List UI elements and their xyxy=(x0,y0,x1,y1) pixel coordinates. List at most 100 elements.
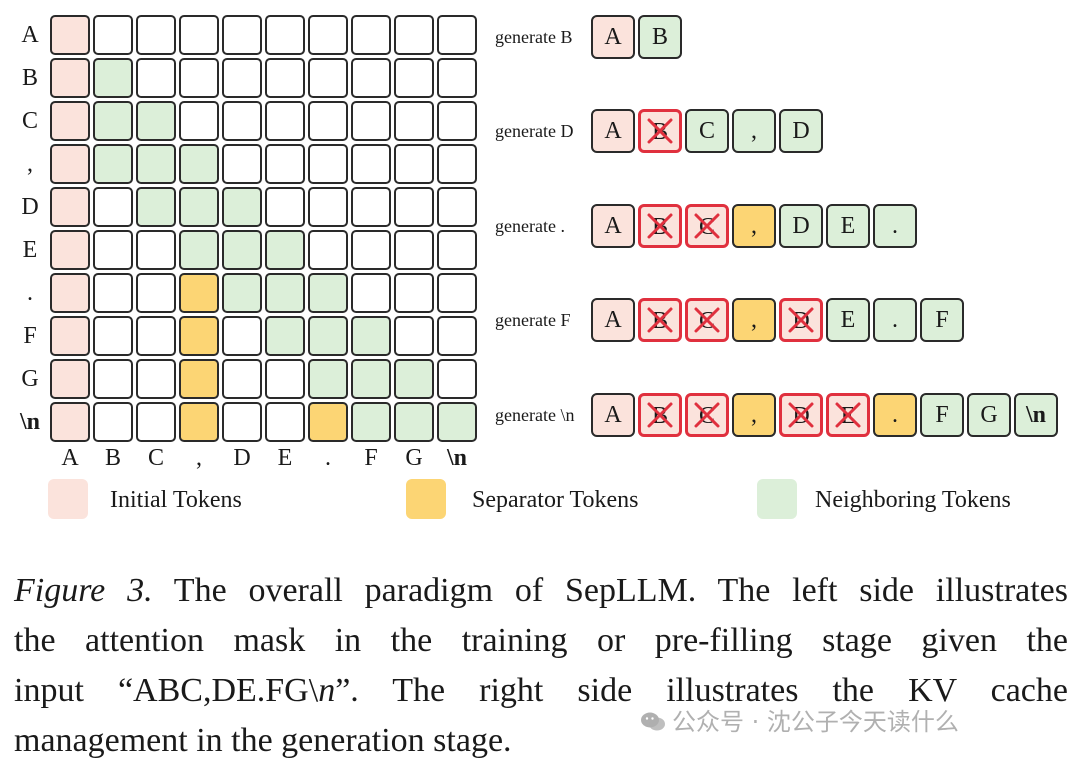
mask-cell xyxy=(437,402,477,442)
mask-cell xyxy=(265,359,305,399)
legend-label-1: Separator Tokens xyxy=(472,487,639,513)
mask-cell xyxy=(50,101,90,141)
row-label-7: F xyxy=(23,323,37,349)
mask-cell xyxy=(179,58,219,98)
generate-label-1: generate D xyxy=(495,121,574,141)
kv-token-text: F xyxy=(935,307,949,333)
kv-token-text: . xyxy=(892,307,898,333)
kv-token-text: F xyxy=(935,402,949,428)
caption-backslash: \ xyxy=(308,672,319,709)
kv-token-text: , xyxy=(751,213,757,239)
mask-cell xyxy=(136,273,176,313)
mask-cell xyxy=(179,316,219,356)
mask-cell xyxy=(265,402,305,442)
row-label-5: E xyxy=(22,237,38,263)
watermark: 公众号 · 沈公子今天读什么 xyxy=(640,702,959,737)
mask-cell xyxy=(437,230,477,270)
mask-cell xyxy=(265,144,305,184)
kv-token-text: A xyxy=(604,118,622,144)
mask-cell xyxy=(222,101,262,141)
mask-cell xyxy=(394,187,434,227)
row-label-0: A xyxy=(21,22,39,48)
legend-swatch-2 xyxy=(757,479,797,519)
mask-cell xyxy=(93,144,133,184)
figure-caption: Figure 3. The overall paradigm of SepLLM… xyxy=(14,566,1068,766)
legend-label-0: Initial Tokens xyxy=(110,487,242,513)
mask-cell xyxy=(136,101,176,141)
mask-cell xyxy=(394,58,434,98)
mask-cell xyxy=(179,230,219,270)
mask-cell xyxy=(394,316,434,356)
col-label-7: F xyxy=(364,445,378,471)
kv-token-neighbor: . xyxy=(873,204,917,248)
kv-token-neighbor: E xyxy=(826,298,870,342)
mask-cell xyxy=(136,230,176,270)
kv-token-text: E xyxy=(840,307,856,333)
mask-cell xyxy=(179,15,219,55)
kv-token-text: , xyxy=(751,118,757,144)
mask-cell xyxy=(265,316,305,356)
mask-cell xyxy=(93,58,133,98)
mask-cell xyxy=(351,144,391,184)
kv-token-neighbor: D xyxy=(779,204,823,248)
mask-cell xyxy=(179,101,219,141)
mask-cell xyxy=(50,187,90,227)
kv-token-text: A xyxy=(604,307,622,333)
row-label-3: , xyxy=(27,151,33,177)
kv-token-text: , xyxy=(751,402,757,428)
evicted-cross-icon xyxy=(694,402,720,428)
generate-label-0: generate B xyxy=(495,27,573,47)
kv-token-text: E xyxy=(840,213,856,239)
kv-token-neighbor: G xyxy=(967,393,1011,437)
mask-cell xyxy=(437,101,477,141)
kv-token-initial: A xyxy=(591,393,635,437)
caption-line-1: Figure 3. The overall paradigm of SepLLM… xyxy=(14,566,1068,616)
col-label-2: C xyxy=(147,445,164,471)
legend-label-2: Neighboring Tokens xyxy=(815,487,1011,513)
mask-cell xyxy=(50,58,90,98)
mask-cell xyxy=(93,359,133,399)
generate-label-3: generate F xyxy=(495,310,571,330)
col-label-0: A xyxy=(61,445,79,471)
mask-cell xyxy=(308,144,348,184)
kv-token-evicted: B xyxy=(638,298,682,342)
mask-cell xyxy=(394,101,434,141)
kv-token-separator: , xyxy=(732,204,776,248)
mask-cell xyxy=(265,273,305,313)
mask-cell xyxy=(136,15,176,55)
kv-token-separator: , xyxy=(732,298,776,342)
evicted-cross-icon xyxy=(694,307,720,333)
generate-label-4: generate \n xyxy=(495,405,575,425)
mask-cell xyxy=(179,273,219,313)
col-label-4: D xyxy=(233,445,251,471)
row-label-4: D xyxy=(21,194,39,220)
mask-cell xyxy=(93,230,133,270)
col-label-6: . xyxy=(325,445,331,471)
kv-token-separator: , xyxy=(732,393,776,437)
row-label-2: C xyxy=(21,108,38,134)
evicted-cross-icon xyxy=(647,307,673,333)
kv-token-evicted: B xyxy=(638,393,682,437)
mask-cell xyxy=(351,15,391,55)
mask-cell xyxy=(308,273,348,313)
mask-cell xyxy=(136,187,176,227)
mask-cell xyxy=(93,15,133,55)
mask-cell xyxy=(222,144,262,184)
mask-cell xyxy=(437,144,477,184)
mask-cell xyxy=(437,58,477,98)
mask-cell xyxy=(265,58,305,98)
kv-token-text: D xyxy=(792,213,810,239)
mask-cell xyxy=(308,101,348,141)
mask-cell xyxy=(222,359,262,399)
kv-token-text: . xyxy=(892,402,898,428)
kv-token-neighbor: B xyxy=(638,15,682,59)
mask-cell xyxy=(437,15,477,55)
caption-text-1: The overall paradigm of SepLLM. The left… xyxy=(173,572,1069,609)
mask-cell xyxy=(179,187,219,227)
mask-cell xyxy=(222,402,262,442)
mask-cell xyxy=(179,359,219,399)
mask-cell xyxy=(437,273,477,313)
kv-token-initial: A xyxy=(591,204,635,248)
mask-cell xyxy=(437,316,477,356)
